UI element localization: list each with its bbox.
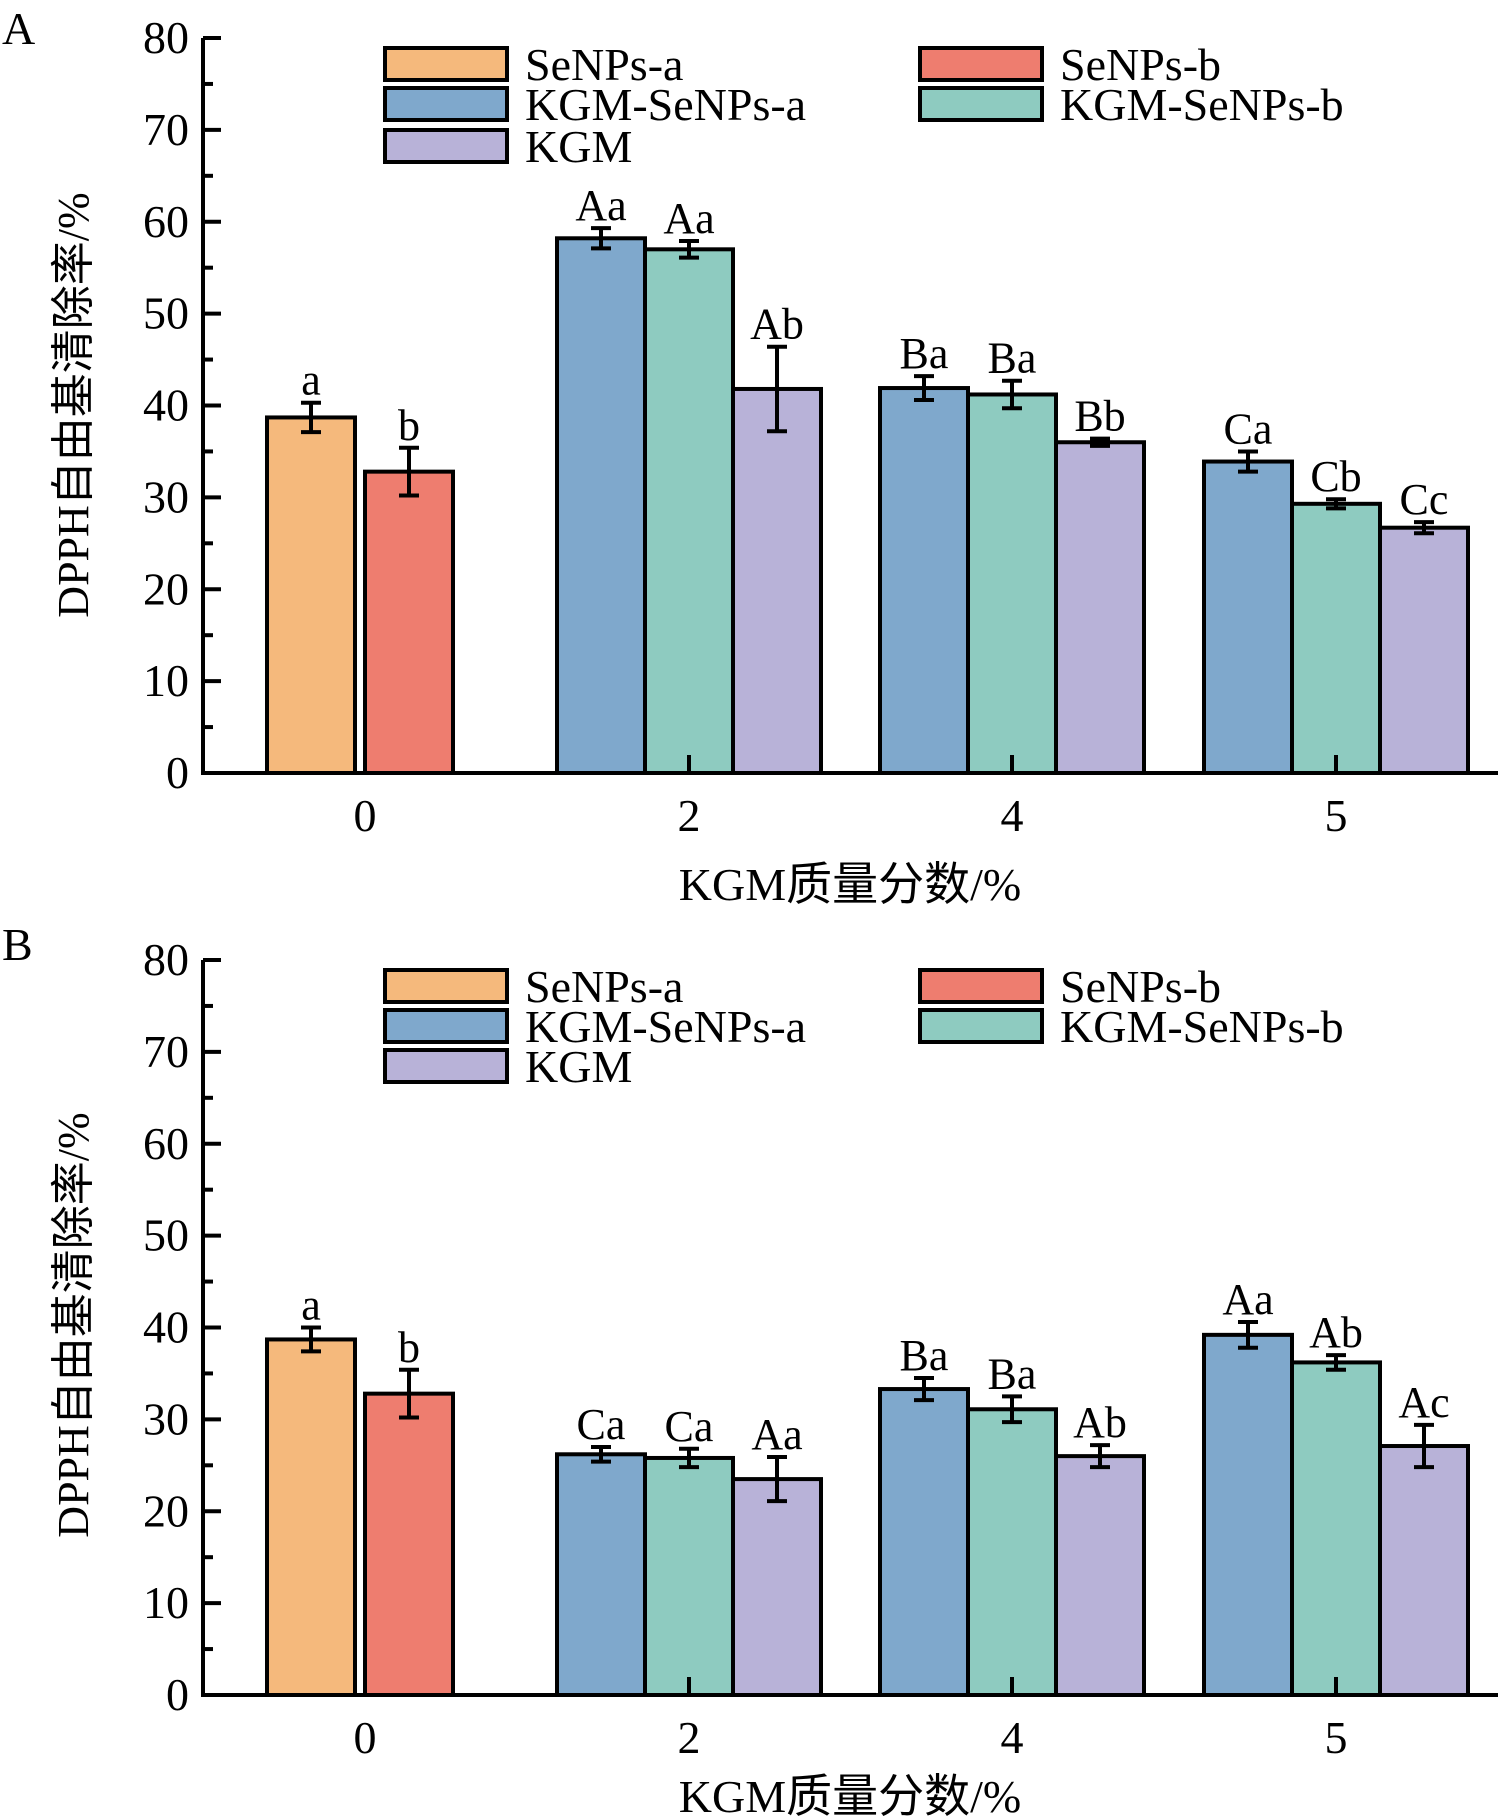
bar-a-2-kgm — [731, 386, 823, 775]
significance-label: Aa — [663, 194, 714, 243]
significance-label: Ca — [1224, 404, 1273, 453]
bar-a-4-kgm-senps-b — [966, 392, 1058, 775]
legend-label-kgm-senps-a: KGM-SeNPs-a — [525, 1001, 806, 1052]
bar-b-0-senps-b — [363, 1391, 455, 1698]
legend-label-senps-b: SeNPs-b — [1060, 39, 1221, 90]
x-tick-label: 2 — [678, 1712, 701, 1763]
bar-a-5-kgm-senps-b — [1290, 501, 1382, 775]
y-tick-label: 50 — [143, 288, 189, 339]
bar-a-4-kgm-senps-a — [878, 386, 970, 775]
x-tick-label: 4 — [1001, 790, 1024, 841]
bar-a-4-kgm — [1054, 440, 1146, 775]
legend-label-senps-a: SeNPs-a — [525, 39, 683, 90]
significance-label: Aa — [751, 1410, 802, 1459]
y-tick-label: 70 — [143, 1026, 189, 1077]
legend-swatch-kgm-senps-b — [918, 1008, 1044, 1044]
y-tick-label: 80 — [143, 934, 189, 985]
significance-label: Ac — [1398, 1378, 1449, 1427]
bar-b-0-senps-a — [265, 1337, 357, 1697]
y-tick-label: 80 — [143, 12, 189, 63]
y-tick-label: 30 — [143, 1393, 189, 1444]
legend-label-senps-b: SeNPs-b — [1060, 961, 1221, 1012]
significance-label: b — [398, 1323, 420, 1372]
y-tick-label: 40 — [143, 1302, 189, 1353]
x-tick-label: 0 — [354, 1712, 377, 1763]
panel-a-y-axis-label: DPPH自由基清除率/% — [49, 192, 98, 617]
significance-label: Cb — [1310, 452, 1361, 501]
y-tick-label: 30 — [143, 471, 189, 522]
legend-swatch-senps-a — [383, 968, 509, 1004]
legend-label-senps-a: SeNPs-a — [525, 961, 683, 1012]
bar-a-2-kgm-senps-b — [643, 247, 735, 775]
significance-label: Ca — [577, 1400, 626, 1449]
significance-label: Aa — [575, 181, 626, 230]
y-tick-label: 40 — [143, 380, 189, 431]
y-tick-label: 0 — [166, 1669, 189, 1720]
significance-label: Ba — [900, 329, 949, 378]
bar-b-5-kgm — [1378, 1444, 1470, 1698]
panel-b-letter: B — [2, 919, 33, 970]
legend-label-kgm-senps-b: KGM-SeNPs-b — [1060, 79, 1344, 130]
significance-label: Ab — [1073, 1398, 1127, 1447]
significance-label: Ba — [900, 1331, 949, 1380]
y-tick-label: 10 — [143, 655, 189, 706]
panel-b-y-axis-label: DPPH自由基清除率/% — [49, 1112, 98, 1537]
legend-swatch-senps-a — [383, 46, 509, 82]
y-tick-label: 60 — [143, 196, 189, 247]
panel-b: B DPPH自由基清除率/% KGM质量分数/% a b Ca Ca Aa Ba Ba Ab A… — [2, 919, 1498, 1818]
bar-b-2-kgm-senps-a — [555, 1452, 647, 1697]
x-tick-label: 4 — [1001, 1712, 1024, 1763]
y-tick-label: 20 — [143, 563, 189, 614]
bar-b-2-kgm-senps-b — [643, 1455, 735, 1698]
bar-b-4-kgm-senps-b — [966, 1407, 1058, 1698]
x-tick-label: 5 — [1325, 790, 1348, 841]
bar-b-4-kgm-senps-a — [878, 1387, 970, 1698]
x-tick-label: 0 — [354, 790, 377, 841]
legend-swatch-kgm-senps-b — [918, 86, 1044, 122]
bar-a-5-kgm — [1378, 525, 1470, 775]
significance-label: a — [301, 356, 321, 405]
significance-label: Ba — [988, 1349, 1037, 1398]
y-tick-label: 0 — [166, 747, 189, 798]
bar-a-5-kgm-senps-a — [1202, 459, 1294, 775]
legend-label-kgm-senps-a: KGM-SeNPs-a — [525, 79, 806, 130]
panel-a-letter: A — [2, 3, 35, 54]
significance-label: Ab — [1309, 1308, 1363, 1357]
significance-label: Ba — [988, 334, 1037, 383]
significance-label: a — [301, 1281, 321, 1330]
significance-label: Bb — [1074, 392, 1125, 441]
legend-label-kgm-senps-b: KGM-SeNPs-b — [1060, 1001, 1344, 1052]
y-tick-label: 60 — [143, 1118, 189, 1169]
legend-swatch-kgm — [383, 1048, 509, 1084]
bar-a-2-kgm-senps-a — [555, 236, 647, 776]
x-tick-label: 2 — [678, 790, 701, 841]
legend-swatch-kgm-senps-a — [383, 86, 509, 122]
legend-label-kgm: KGM — [525, 121, 632, 172]
bar-b-5-kgm-senps-b — [1290, 1360, 1382, 1697]
significance-label: Ca — [665, 1402, 714, 1451]
legend-swatch-senps-b — [918, 46, 1044, 82]
panel-a-x-axis-label: KGM质量分数/% — [679, 859, 1021, 910]
significance-label: Aa — [1222, 1275, 1273, 1324]
y-tick-label: 20 — [143, 1485, 189, 1536]
significance-label: b — [398, 401, 420, 450]
x-tick-label: 5 — [1325, 1712, 1348, 1763]
significance-label: Ab — [750, 300, 804, 349]
legend-label-kgm: KGM — [525, 1041, 632, 1092]
significance-label: Cc — [1400, 475, 1449, 524]
bar-b-4-kgm — [1054, 1454, 1146, 1697]
y-tick-label: 70 — [143, 104, 189, 155]
legend-swatch-kgm — [383, 128, 509, 164]
y-tick-label: 50 — [143, 1210, 189, 1261]
panel-b-x-axis-label: KGM质量分数/% — [679, 1771, 1021, 1818]
bar-a-0-senps-a — [265, 415, 357, 775]
bar-a-0-senps-b — [363, 469, 455, 775]
bar-b-2-kgm — [731, 1477, 823, 1697]
panel-a: A DPPH自由基清除率/% KGM质量分数/% a b Aa Aa Ab Ba Ba Bb C… — [2, 3, 1498, 910]
bar-b-5-kgm-senps-a — [1202, 1332, 1294, 1697]
legend-swatch-kgm-senps-a — [383, 1008, 509, 1044]
y-tick-label: 10 — [143, 1577, 189, 1628]
legend-swatch-senps-b — [918, 968, 1044, 1004]
